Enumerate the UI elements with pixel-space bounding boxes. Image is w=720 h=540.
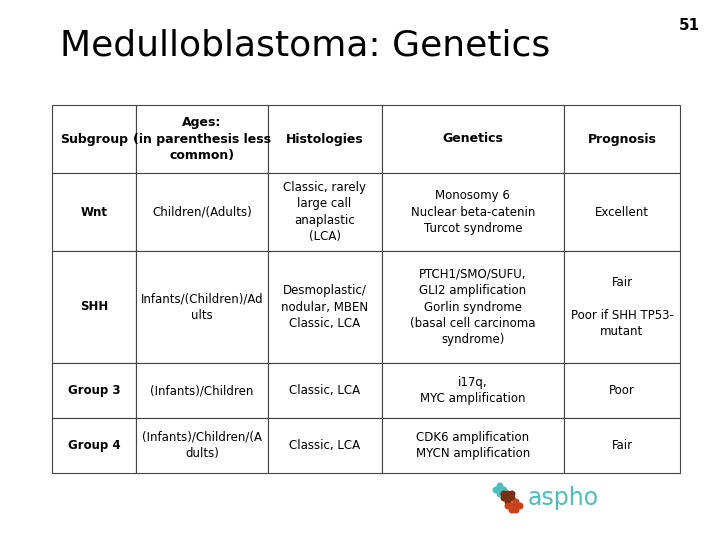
- Circle shape: [493, 487, 499, 493]
- Text: Classic, rarely
large call
anaplastic
(LCA): Classic, rarely large call anaplastic (L…: [283, 181, 366, 243]
- Bar: [382, 363, 564, 418]
- Bar: [564, 105, 680, 173]
- Bar: [564, 418, 680, 473]
- Bar: [136, 251, 268, 363]
- Text: (Infants)/Children/(A
dults): (Infants)/Children/(A dults): [142, 431, 262, 460]
- Bar: [564, 173, 680, 251]
- Circle shape: [501, 495, 507, 501]
- Circle shape: [509, 495, 515, 501]
- Bar: [382, 105, 564, 173]
- Text: Infants/(Children)/Ad
ults: Infants/(Children)/Ad ults: [140, 292, 264, 322]
- Text: Classic, LCA: Classic, LCA: [289, 439, 360, 452]
- Circle shape: [509, 491, 515, 497]
- Bar: [268, 173, 382, 251]
- Circle shape: [509, 503, 515, 509]
- Bar: [268, 251, 382, 363]
- Bar: [268, 363, 382, 418]
- Circle shape: [505, 495, 510, 501]
- Text: Fair: Fair: [611, 439, 633, 452]
- Bar: [136, 105, 268, 173]
- Circle shape: [501, 487, 507, 493]
- Text: Excellent: Excellent: [595, 206, 649, 219]
- Text: Subgroup: Subgroup: [60, 132, 128, 145]
- Circle shape: [513, 503, 519, 509]
- Text: Group 4: Group 4: [68, 439, 120, 452]
- Bar: [382, 251, 564, 363]
- Circle shape: [505, 499, 510, 505]
- Bar: [382, 418, 564, 473]
- Text: (Infants)/Children: (Infants)/Children: [150, 384, 253, 397]
- Bar: [52, 173, 136, 251]
- Circle shape: [513, 507, 519, 513]
- Bar: [564, 363, 680, 418]
- Bar: [268, 418, 382, 473]
- Circle shape: [498, 491, 503, 497]
- Bar: [382, 173, 564, 251]
- Circle shape: [498, 483, 503, 489]
- Bar: [52, 418, 136, 473]
- Circle shape: [501, 491, 507, 497]
- Bar: [52, 251, 136, 363]
- Circle shape: [517, 503, 523, 509]
- Text: Genetics: Genetics: [442, 132, 503, 145]
- Text: SHH: SHH: [80, 300, 108, 314]
- Circle shape: [509, 507, 515, 513]
- Circle shape: [513, 499, 519, 505]
- Circle shape: [498, 487, 503, 493]
- Text: Children/(Adults): Children/(Adults): [152, 206, 252, 219]
- Text: Fair

Poor if SHH TP53-
mutant: Fair Poor if SHH TP53- mutant: [570, 276, 673, 338]
- Text: Histologies: Histologies: [286, 132, 364, 145]
- Bar: [136, 418, 268, 473]
- Bar: [52, 105, 136, 173]
- Bar: [136, 173, 268, 251]
- Text: aspho: aspho: [528, 486, 599, 510]
- Text: Ages:
(in parenthesis less
common): Ages: (in parenthesis less common): [133, 116, 271, 162]
- Text: PTCH1/SMO/SUFU,
GLI2 amplification
Gorlin syndrome
(basal cell carcinoma
syndrom: PTCH1/SMO/SUFU, GLI2 amplification Gorli…: [410, 267, 536, 347]
- Text: Wnt: Wnt: [81, 206, 107, 219]
- Text: Medulloblastoma: Genetics: Medulloblastoma: Genetics: [60, 28, 550, 62]
- Bar: [564, 251, 680, 363]
- Bar: [52, 363, 136, 418]
- Text: CDK6 amplification
MYCN amplification: CDK6 amplification MYCN amplification: [415, 431, 530, 460]
- Circle shape: [505, 503, 510, 509]
- Text: i17q,
MYC amplification: i17q, MYC amplification: [420, 376, 526, 405]
- Text: 51: 51: [679, 18, 700, 33]
- Text: Prognosis: Prognosis: [588, 132, 657, 145]
- Text: Classic, LCA: Classic, LCA: [289, 384, 360, 397]
- Bar: [136, 363, 268, 418]
- Text: Poor: Poor: [609, 384, 635, 397]
- Text: Monosomy 6
Nuclear beta-catenin
Turcot syndrome: Monosomy 6 Nuclear beta-catenin Turcot s…: [410, 189, 535, 235]
- Bar: [268, 105, 382, 173]
- Text: Group 3: Group 3: [68, 384, 120, 397]
- Circle shape: [505, 491, 510, 497]
- Text: Desmoplastic/
nodular, MBEN
Classic, LCA: Desmoplastic/ nodular, MBEN Classic, LCA: [281, 284, 368, 330]
